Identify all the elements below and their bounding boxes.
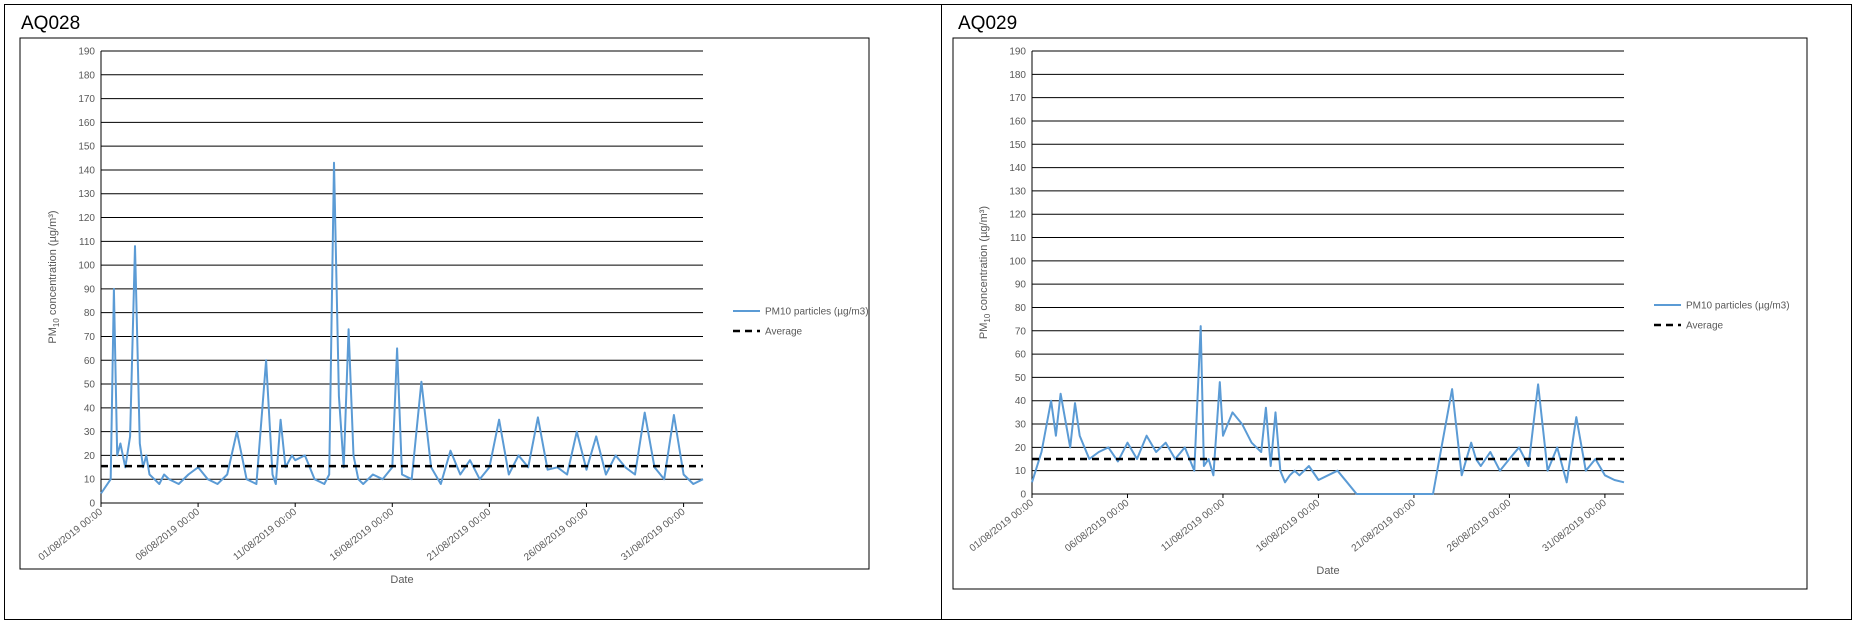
pm10-series-line	[100, 161, 704, 495]
y-tick-label: 120	[78, 213, 95, 224]
x-tick-label: 11/08/2019 00:00	[232, 506, 300, 562]
y-tick-label: 70	[84, 332, 96, 343]
y-tick-label: 170	[1009, 93, 1026, 104]
y-tick-label: 20	[1015, 443, 1027, 454]
x-tick-label: 16/08/2019 00:00	[328, 506, 396, 563]
y-tick-label: 110	[79, 237, 95, 248]
x-axis-label: Date	[1316, 565, 1339, 577]
y-axis-label-main: PM	[978, 323, 990, 340]
panel-title: AQ029	[958, 13, 1018, 34]
chart-1: 0 10 20 30 40 50 60 70 80 90 100 110 120 130 140 150 160…	[19, 37, 870, 586]
panel-title: AQ028	[21, 13, 81, 34]
x-tick-label: 26/08/2019 00:00	[522, 506, 590, 563]
y-axis-label: PM10 concentration (µg/m³)	[47, 210, 61, 343]
y-tick-label: 90	[84, 284, 96, 295]
chart-frame	[19, 37, 870, 570]
x-tick-label: 26/08/2019 00:00	[1445, 497, 1513, 554]
y-tick-label: 100	[78, 261, 95, 272]
y-tick-label: 130	[78, 189, 95, 200]
y-tick-label: 40	[1015, 396, 1027, 407]
y-axis-label-rest: concentration (µg/m³)	[978, 206, 990, 314]
legend-entry: Average	[1686, 321, 1724, 332]
y-axis-label-rest: concentration (µg/m³)	[47, 210, 59, 318]
y-tick-label: 160	[1009, 116, 1026, 127]
y-tick-label: 130	[1009, 186, 1026, 197]
y-tick-label: 20	[84, 451, 96, 462]
y-tick-label: 140	[1009, 163, 1026, 174]
y-tick-label: 170	[78, 94, 95, 105]
y-tick-label: 60	[1015, 350, 1027, 361]
y-tick-label: 180	[78, 70, 95, 81]
y-tick-label: 180	[1009, 70, 1026, 81]
chart-frame	[952, 37, 1808, 590]
y-axis-label-sub: 10	[983, 313, 992, 322]
y-tick-label: 30	[84, 427, 96, 438]
y-tick-label: 80	[84, 308, 96, 319]
x-tick-label: 31/08/2019 00:00	[1541, 497, 1609, 554]
y-tick-label: 140	[78, 165, 95, 176]
y-tick-label: 120	[1009, 210, 1026, 221]
y-tick-label: 190	[78, 47, 95, 58]
y-tick-label: 150	[1009, 140, 1026, 151]
y-tick-label: 30	[1015, 420, 1027, 431]
chart-2: 0 10 20 30 40 50 60 70 80 90 100 110 120 130 140 150 160…	[952, 37, 1808, 590]
legend-entry: PM10 particles (µg/m3)	[765, 307, 869, 318]
y-tick-label: 160	[78, 118, 95, 129]
y-axis-label-main: PM	[47, 327, 59, 344]
x-tick-label: 11/08/2019 00:00	[1159, 497, 1227, 553]
x-tick-label: 06/08/2019 00:00	[1063, 497, 1131, 554]
y-tick-label: 110	[1010, 233, 1026, 244]
pm10-series-line	[1031, 325, 1625, 495]
y-axis-label: PM10 concentration (µg/m³)	[978, 206, 992, 339]
panel-aq028: AQ028	[4, 4, 942, 620]
panel-aq029: AQ029	[941, 4, 1852, 620]
y-tick-label: 190	[1009, 47, 1026, 58]
y-tick-label: 40	[84, 403, 96, 414]
y-tick-label: 50	[1015, 373, 1027, 384]
y-tick-label: 150	[78, 142, 95, 153]
y-tick-label: 0	[89, 499, 95, 510]
y-tick-label: 60	[84, 356, 96, 367]
x-tick-label: 21/08/2019 00:00	[1350, 497, 1418, 554]
y-tick-label: 0	[1020, 490, 1026, 501]
legend-entry: PM10 particles (µg/m3)	[1686, 301, 1790, 312]
x-tick-label: 31/08/2019 00:00	[619, 506, 687, 563]
x-tick-label: 21/08/2019 00:00	[425, 506, 493, 563]
legend-entry: Average	[765, 327, 803, 338]
x-tick-label: 06/08/2019 00:00	[134, 506, 202, 563]
x-tick-label: 01/08/2019 00:00	[968, 497, 1036, 554]
y-tick-label: 80	[1015, 303, 1027, 314]
y-tick-label: 90	[1015, 280, 1027, 291]
y-axis-label-sub: 10	[52, 318, 61, 327]
y-tick-label: 10	[84, 475, 96, 486]
y-tick-label: 100	[1009, 256, 1026, 267]
y-tick-label: 70	[1015, 326, 1027, 337]
x-tick-label: 01/08/2019 00:00	[37, 506, 105, 563]
y-tick-label: 10	[1015, 466, 1027, 477]
y-tick-label: 50	[84, 380, 96, 391]
x-tick-label: 16/08/2019 00:00	[1254, 497, 1322, 554]
x-axis-label: Date	[390, 574, 413, 586]
